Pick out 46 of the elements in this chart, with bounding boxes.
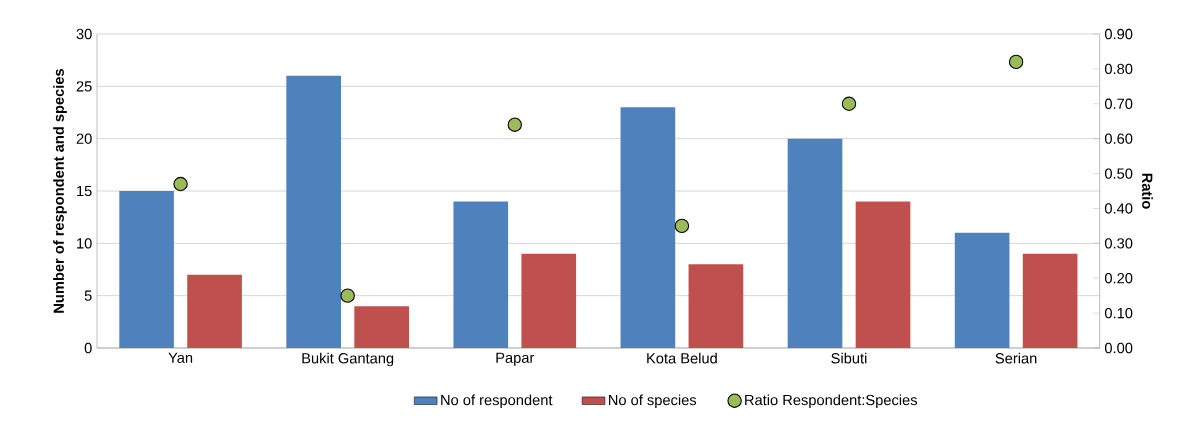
legend-label: No of respondent	[441, 394, 553, 409]
y-tick-label: 10	[77, 238, 92, 249]
y2-tick-label: 0.60	[1104, 133, 1133, 144]
y2-tick-label: 0.50	[1104, 168, 1133, 179]
legend-label: No of species	[609, 394, 697, 409]
y2-tick-label: 0.10	[1104, 307, 1133, 319]
point	[674, 218, 690, 234]
x-tick-label: Kota Belud	[647, 352, 717, 364]
y-tick-label: 20	[76, 133, 92, 144]
x-tick-label: Papar	[496, 352, 535, 366]
x-tick-label: Yan	[168, 352, 193, 363]
bar	[1022, 253, 1078, 348]
x-tick-label: Serian	[995, 352, 1037, 364]
legend-label: Ratio Respondent:Species	[745, 394, 918, 409]
x-tick-label: Sibuti	[831, 352, 867, 364]
bar	[453, 201, 509, 348]
point	[340, 288, 355, 303]
y-axis-title: Number of respondent and species	[53, 68, 67, 313]
y2-tick-label: 0.90	[1104, 28, 1133, 40]
bar	[187, 274, 242, 348]
y-tick-label: 25	[76, 81, 92, 92]
x-tick-label: Bukit Gantang	[302, 352, 394, 367]
bar	[286, 75, 341, 348]
bar	[688, 264, 744, 348]
y2-tick-label: 0.00	[1104, 342, 1133, 354]
y-tick-label: 15	[77, 185, 92, 197]
point	[1008, 54, 1024, 70]
bar	[119, 191, 174, 348]
bar	[521, 253, 577, 348]
y2-tick-label: 0.40	[1104, 203, 1133, 214]
bar	[354, 306, 409, 348]
y2-tick-label: 0.30	[1104, 238, 1133, 249]
point	[507, 117, 522, 132]
bar	[954, 232, 1010, 348]
bar	[787, 138, 843, 348]
y2-axis-title: Ratio	[1142, 173, 1153, 209]
y2-tick-label: 0.80	[1104, 63, 1133, 75]
bar	[855, 201, 911, 348]
y-tick-label: 30	[76, 28, 92, 40]
point	[841, 96, 857, 111]
y-tick-label: 0	[84, 342, 92, 354]
y2-tick-label: 0.20	[1104, 273, 1133, 284]
bar	[620, 107, 676, 348]
point	[173, 176, 188, 192]
y2-tick-label: 0.70	[1104, 98, 1133, 109]
y-tick-label: 5	[84, 290, 92, 301]
